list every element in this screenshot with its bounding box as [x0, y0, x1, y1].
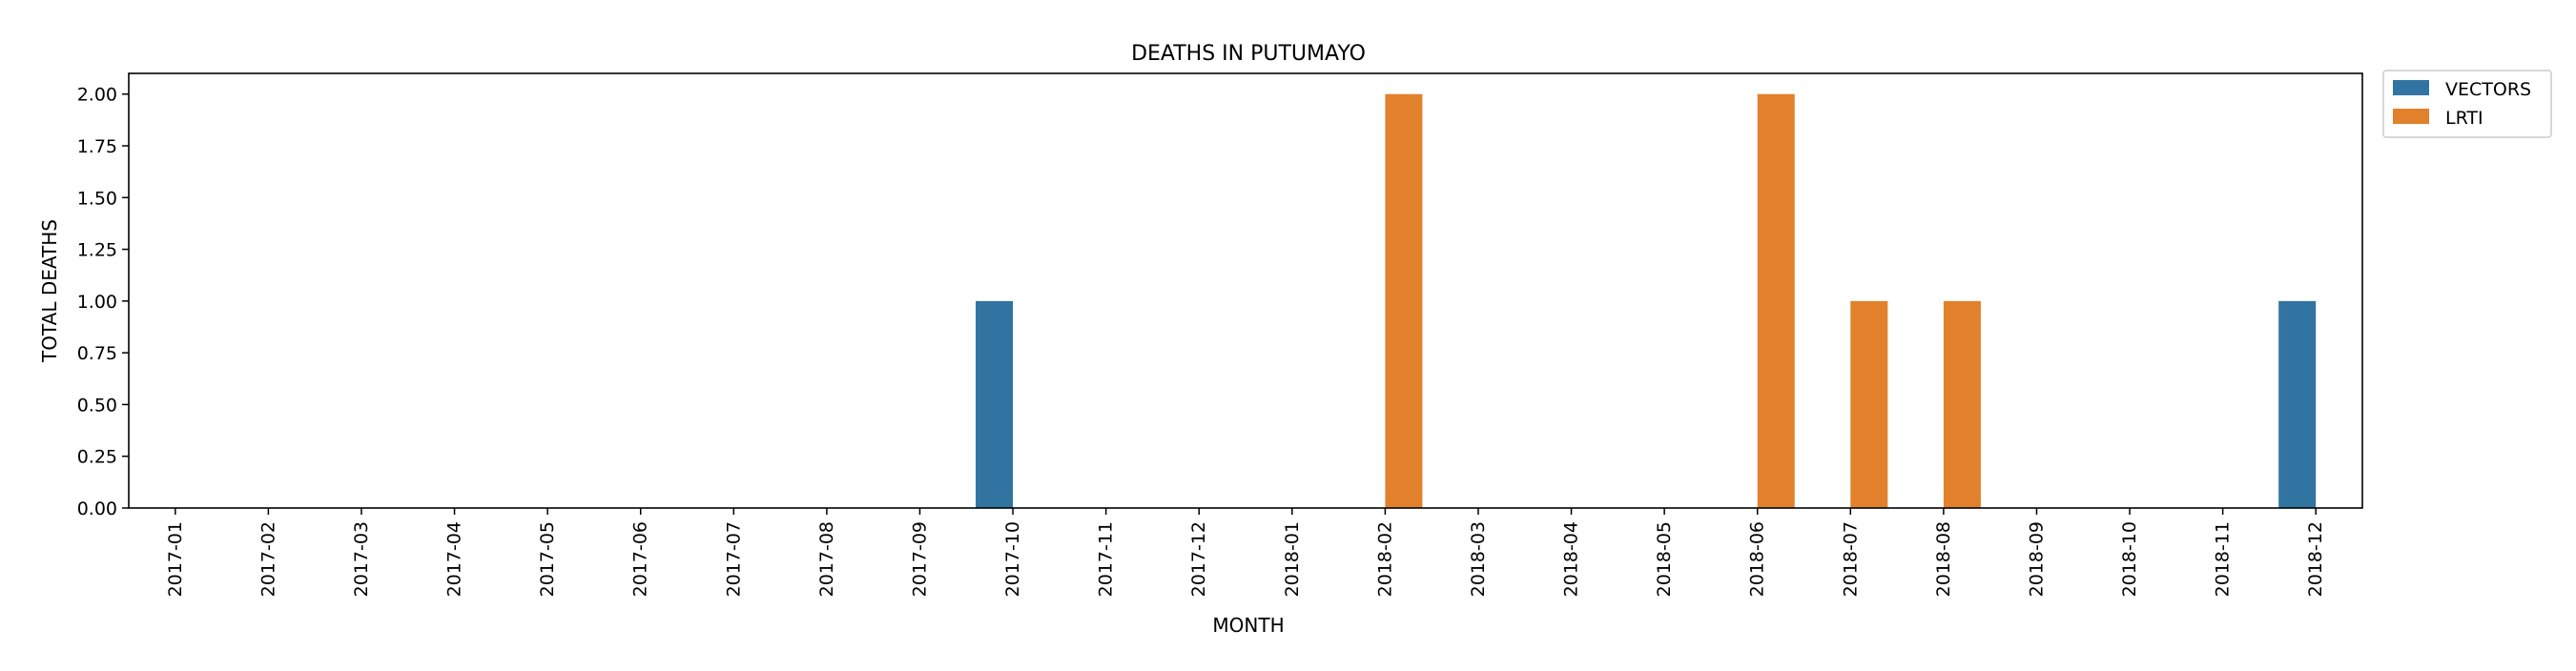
- legend: VECTORS LRTI: [2382, 70, 2552, 138]
- bar-lrti-2018-07: [1850, 300, 1888, 508]
- plot-frame: [128, 72, 2363, 509]
- x-tick-label: 2018-09: [2026, 521, 2047, 597]
- x-axis-label: MONTH: [1212, 614, 1284, 637]
- x-tick-label: 2017-04: [444, 521, 465, 597]
- x-axis: 2017-01 2017-02 2017-03 2017-04 2017-05 2017-…: [165, 508, 2326, 597]
- y-tick-label: 0.50: [77, 395, 117, 416]
- x-tick-label: 2017-07: [723, 521, 744, 597]
- x-tick-label: 2018-01: [1282, 521, 1303, 597]
- y-tick-label: 1.25: [77, 240, 117, 261]
- x-tick-label: 2017-11: [1096, 521, 1117, 597]
- y-tick-label: 2.00: [77, 85, 117, 106]
- y-tick-label: 1.75: [77, 136, 117, 157]
- legend-swatch-lrti: [2393, 109, 2429, 124]
- y-tick-label: 0.00: [77, 498, 117, 519]
- x-tick-label: 2017-06: [630, 521, 651, 597]
- x-tick-label: 2017-05: [537, 521, 558, 597]
- bars-layer: [976, 93, 2317, 509]
- x-tick-label: 2017-03: [351, 521, 372, 597]
- x-tick-label: 2017-10: [1002, 521, 1023, 597]
- y-axis: 0.00 0.25 0.50 0.75 1.00 1.25 1.50 1.75 2.00: [77, 85, 129, 519]
- x-tick-label: 2017-09: [909, 521, 930, 597]
- x-tick-label: 2018-06: [1747, 521, 1768, 597]
- y-tick-label: 1.00: [77, 292, 117, 313]
- x-tick-label: 2018-03: [1468, 521, 1489, 597]
- x-tick-label: 2018-04: [1561, 521, 1582, 597]
- y-axis-label: TOTAL DEATHS: [38, 219, 61, 363]
- bar-vectors-2017-10: [976, 300, 1014, 508]
- y-tick-label: 0.75: [77, 343, 117, 364]
- x-tick-label: 2017-08: [816, 521, 837, 597]
- x-tick-label: 2018-05: [1654, 521, 1675, 597]
- x-tick-label: 2018-11: [2213, 521, 2234, 597]
- legend-swatch-vectors: [2393, 80, 2429, 95]
- bar-vectors-2018-12: [2278, 300, 2317, 508]
- bar-lrti-2018-06: [1757, 93, 1795, 509]
- x-tick-label: 2017-12: [1188, 521, 1209, 597]
- bar-lrti-2018-08: [1943, 300, 1981, 508]
- bar-lrti-2018-02: [1385, 93, 1423, 509]
- legend-label-vectors: VECTORS: [2445, 79, 2531, 100]
- x-tick-label: 2017-02: [258, 521, 278, 597]
- legend-label-lrti: LRTI: [2445, 108, 2483, 129]
- x-tick-label: 2018-07: [1840, 521, 1861, 597]
- y-tick-label: 0.25: [77, 447, 117, 468]
- x-tick-label: 2018-02: [1374, 521, 1395, 597]
- x-tick-label: 2018-10: [2119, 521, 2140, 597]
- chart-title: DEATHS IN PUTUMAYO: [1131, 42, 1366, 66]
- x-tick-label: 2018-12: [2305, 521, 2326, 597]
- x-tick-label: 2018-08: [1933, 521, 1954, 597]
- x-tick-label: 2017-01: [165, 521, 186, 597]
- y-tick-label: 1.50: [77, 188, 117, 209]
